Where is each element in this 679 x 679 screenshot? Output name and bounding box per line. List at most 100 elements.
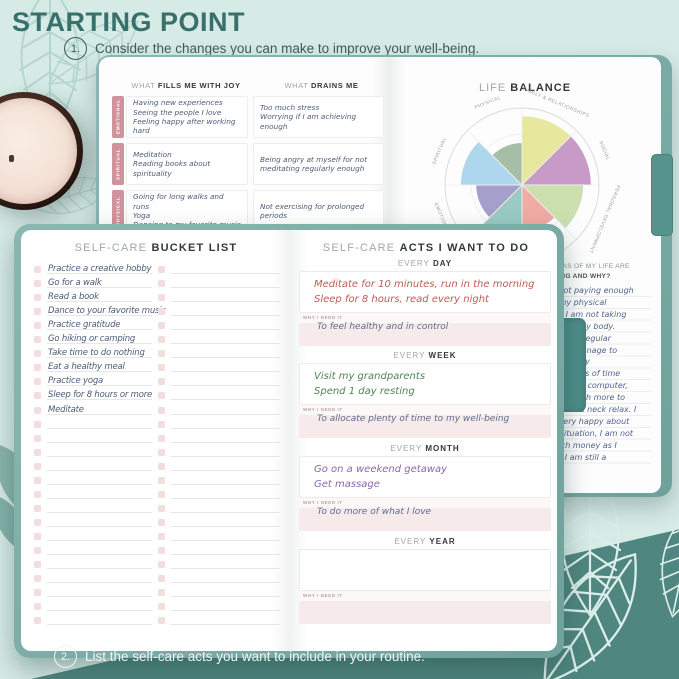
life-balance-title: LIFE BALANCE — [478, 82, 572, 94]
checkbox-icon — [34, 476, 41, 484]
bucket-row — [158, 387, 280, 401]
acts-section-header: EVERY YEAR — [299, 537, 551, 546]
joy-drains-table: EMOTIONAL Having new experiences Seeing t… — [112, 96, 384, 237]
acts-entry-box: Meditate for 10 minutes, run in the morn… — [299, 271, 551, 313]
handwriting-line: m not paying enough — [548, 286, 634, 295]
drains-cell: Being angry at myself for not meditating… — [253, 143, 384, 185]
rule-line — [171, 623, 280, 626]
checkbox-icon — [34, 266, 41, 274]
rule-line — [171, 314, 280, 317]
checkbox-icon — [158, 617, 165, 625]
bucket-item-text: Eat a healthy meal — [48, 362, 125, 373]
why-handwriting: To do more of what I love — [317, 507, 432, 517]
rule-line — [47, 609, 152, 612]
bucket-item-text: Practice gratitude — [48, 320, 121, 331]
rule-line — [171, 286, 280, 289]
bucket-row: Go hiking or camping — [34, 331, 152, 345]
rule-line — [171, 356, 280, 359]
checkbox-icon — [158, 364, 165, 372]
checkbox-icon — [158, 462, 165, 470]
rule-line — [47, 623, 152, 626]
checkbox-icon — [34, 294, 41, 302]
checkbox-icon — [34, 420, 41, 428]
rule-line — [171, 441, 280, 443]
checkbox-icon — [158, 561, 165, 569]
rule-line — [47, 497, 152, 499]
checkbox-icon — [34, 406, 41, 414]
period-label-bold: MONTH — [425, 444, 460, 453]
wheel-spoke — [521, 130, 577, 186]
step-2-text: List the self-care acts you want to incl… — [85, 649, 425, 664]
checkbox-icon — [34, 308, 41, 316]
checkbox-icon — [158, 603, 165, 611]
category-tab: EMOTIONAL — [112, 96, 124, 138]
bucket-row — [34, 416, 152, 430]
rule-line — [47, 553, 152, 555]
bucket-row — [158, 472, 280, 486]
bucket-row — [158, 514, 280, 528]
rule-line — [171, 413, 280, 415]
acts-title: SELF-CARE ACTS I WANT TO DO — [322, 242, 530, 254]
bucket-item-text: Practice yoga — [48, 376, 104, 387]
bucket-row — [158, 584, 280, 598]
checkbox-icon — [158, 448, 165, 456]
bucket-item-text: Take time to do nothing — [48, 348, 145, 359]
bucket-item-text: Sleep for 8 hours or more — [48, 390, 153, 401]
handwriting-line: uld stretch more to — [548, 393, 626, 403]
rule-line — [171, 511, 280, 513]
rule-line — [171, 272, 280, 275]
rule-line — [171, 539, 280, 541]
rule-line — [47, 384, 152, 387]
checkbox-icon — [34, 546, 41, 554]
period-label-light: EVERY — [390, 444, 426, 453]
bucket-row: Dance to your favorite music — [34, 303, 166, 317]
checkbox-icon — [158, 420, 165, 428]
checkbox-icon — [34, 280, 41, 288]
bucket-item-text: Read a book — [48, 292, 99, 303]
bucket-row — [34, 556, 152, 570]
rule-line — [47, 581, 152, 584]
rule-line — [171, 398, 280, 401]
bucket-row — [158, 598, 280, 612]
checkbox-icon — [158, 490, 165, 498]
checkbox-icon — [158, 575, 165, 583]
checkbox-icon — [34, 434, 41, 442]
acts-entry-box — [299, 549, 551, 591]
period-label-light: EVERY — [397, 259, 433, 268]
checkbox-icon — [34, 561, 41, 569]
wheel-label: FAMILY & RELATIONSHIPS — [522, 86, 590, 119]
checkbox-icon — [34, 462, 41, 470]
joy-column-header: WHAT FILLS ME WITH JOY — [131, 81, 241, 90]
acts-entry-box: Go on a weekend getaway Get massage — [299, 456, 551, 498]
table-row: SPIRITUAL Meditation Reading books about … — [112, 143, 384, 185]
acts-entry-handwriting: Meditate for 10 minutes, run in the morn… — [314, 279, 535, 305]
bucket-row — [158, 303, 280, 317]
rule-line — [171, 567, 280, 570]
bucket-row — [158, 261, 280, 275]
bucket-row — [34, 458, 152, 472]
bucket-row — [34, 528, 152, 542]
rule-line — [47, 427, 152, 429]
rule-line — [171, 384, 280, 387]
category-tab: SPIRITUAL — [112, 143, 124, 185]
bucket-row — [158, 556, 280, 570]
step-2: 2. List the self-care acts you want to i… — [54, 645, 425, 668]
rule-line — [47, 300, 152, 303]
handwriting-line: and I am not taking — [548, 309, 627, 319]
bucket-row — [158, 542, 280, 556]
rule-line — [47, 314, 152, 317]
checkbox-icon — [158, 294, 165, 302]
wheel-spoke — [521, 184, 577, 240]
acts-section: EVERY MONTH Go on a weekend getaway Get m… — [299, 444, 551, 531]
rule-line — [47, 469, 152, 471]
step-2-number-badge: 2. — [54, 645, 77, 668]
checkbox-icon — [158, 308, 165, 316]
joy-cell: Meditation Reading books about spiritual… — [126, 143, 248, 185]
rule-line — [47, 455, 152, 457]
rule-line — [171, 553, 280, 555]
bucket-row: Eat a healthy meal — [34, 359, 152, 373]
bucket-row — [158, 401, 280, 415]
handwriting-line: to my physical — [548, 297, 607, 307]
handwriting-line: ial situation, I am not — [548, 428, 634, 438]
